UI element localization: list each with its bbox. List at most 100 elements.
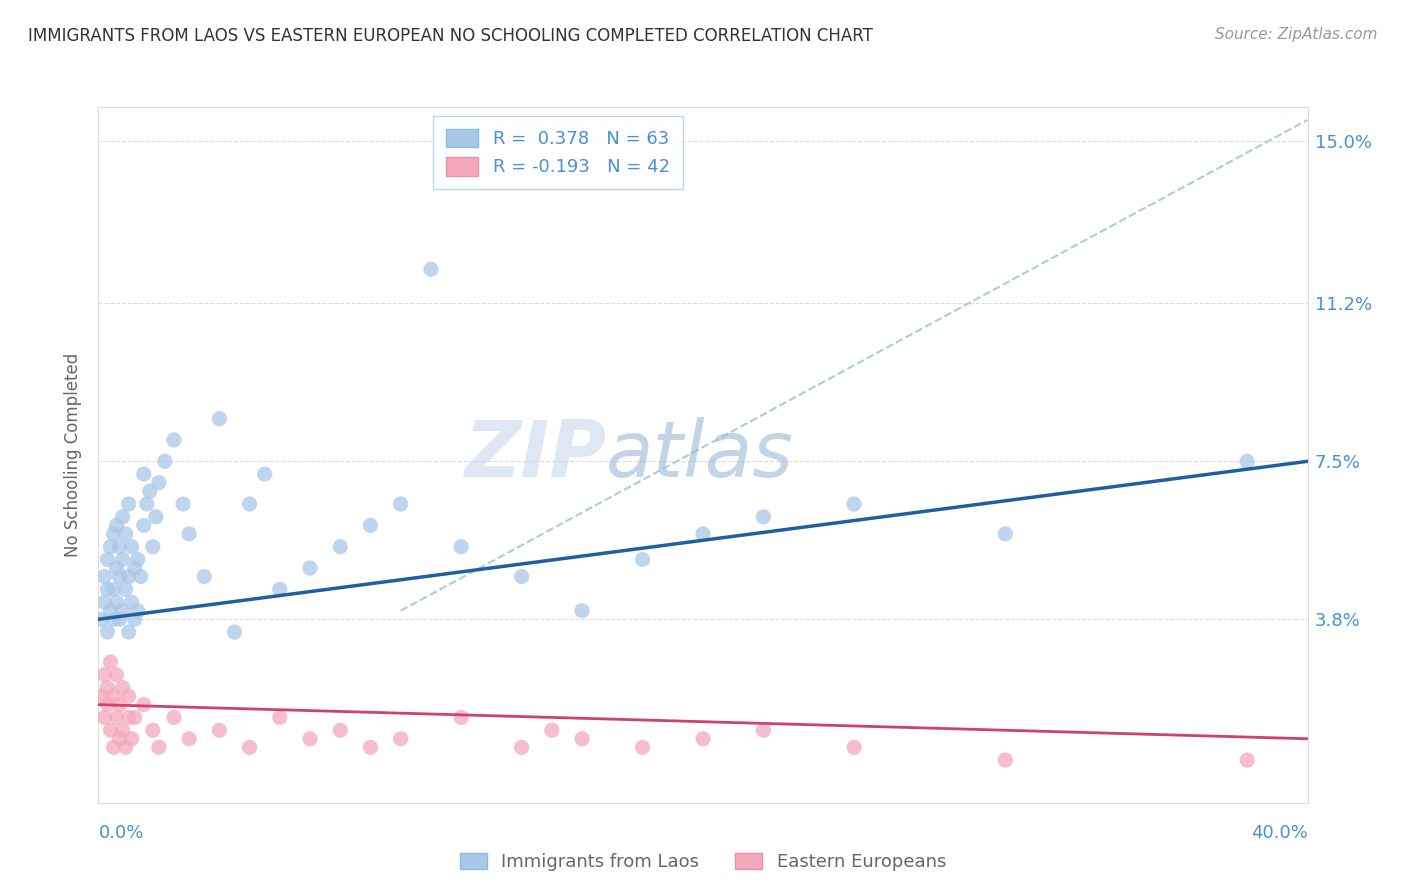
Point (172, 497, 194, 511)
Point (994, 753, 1017, 767)
Point (96, 625, 118, 640)
Point (142, 540, 165, 554)
Text: 40.0%: 40.0% (1251, 823, 1308, 842)
Point (114, 582, 136, 597)
Point (90, 612, 112, 626)
Point (93, 667, 115, 681)
Point (105, 518, 128, 533)
Point (114, 527, 136, 541)
Point (105, 710, 128, 724)
Point (118, 710, 141, 724)
Point (571, 731, 593, 746)
Point (111, 552, 134, 566)
Point (96, 681, 118, 695)
Point (105, 667, 128, 681)
Point (193, 569, 215, 583)
Point (129, 569, 152, 583)
Point (148, 475, 170, 490)
Point (103, 527, 125, 541)
Point (844, 497, 866, 511)
Point (450, 710, 472, 724)
Point (100, 723, 122, 738)
Point (540, 723, 562, 738)
Point (90, 689, 112, 703)
Point (111, 681, 134, 695)
Point (103, 740, 125, 755)
Point (135, 497, 157, 511)
Point (510, 569, 533, 583)
Point (329, 723, 352, 738)
Point (105, 595, 128, 609)
Point (269, 582, 291, 597)
Point (844, 740, 866, 755)
Point (132, 518, 155, 533)
Text: ZIP: ZIP (464, 417, 606, 493)
Point (179, 731, 201, 746)
Point (118, 497, 141, 511)
Point (253, 467, 276, 482)
Point (139, 484, 162, 499)
Point (1236, 753, 1258, 767)
Point (118, 625, 141, 640)
Point (142, 723, 165, 738)
Point (132, 698, 155, 712)
Point (360, 518, 382, 533)
Point (108, 540, 131, 554)
Point (571, 604, 593, 618)
Point (299, 731, 322, 746)
Point (631, 740, 654, 755)
Point (329, 540, 352, 554)
Point (631, 552, 654, 566)
Point (239, 497, 262, 511)
Point (132, 467, 155, 482)
Point (360, 740, 382, 755)
Point (510, 740, 533, 755)
Point (121, 595, 143, 609)
Point (179, 527, 201, 541)
Point (127, 604, 149, 618)
Point (105, 561, 128, 575)
Point (100, 604, 122, 618)
Point (127, 552, 149, 566)
Point (96, 582, 118, 597)
Point (124, 561, 146, 575)
Point (103, 689, 125, 703)
Text: atlas: atlas (606, 417, 794, 493)
Point (108, 731, 131, 746)
Point (118, 689, 141, 703)
Point (108, 698, 131, 712)
Point (124, 710, 146, 724)
Point (148, 740, 170, 755)
Point (111, 604, 134, 618)
Point (420, 262, 443, 277)
Point (224, 625, 246, 640)
Point (103, 612, 125, 626)
Point (96, 552, 118, 566)
Point (994, 527, 1017, 541)
Text: 0.0%: 0.0% (98, 823, 143, 842)
Point (93, 595, 115, 609)
Point (118, 569, 141, 583)
Point (692, 527, 714, 541)
Point (153, 454, 176, 468)
Point (108, 569, 131, 583)
Text: Source: ZipAtlas.com: Source: ZipAtlas.com (1215, 27, 1378, 42)
Legend: R =  0.378   N = 63, R = -0.193   N = 42: R = 0.378 N = 63, R = -0.193 N = 42 (433, 116, 682, 189)
Point (299, 561, 322, 575)
Point (111, 723, 134, 738)
Point (108, 612, 131, 626)
Point (163, 710, 186, 724)
Point (93, 569, 115, 583)
Point (163, 433, 186, 447)
Point (93, 710, 115, 724)
Point (114, 740, 136, 755)
Point (752, 723, 775, 738)
Point (103, 582, 125, 597)
Point (100, 540, 122, 554)
Point (1236, 454, 1258, 468)
Point (692, 731, 714, 746)
Point (111, 509, 134, 524)
Point (752, 509, 775, 524)
Point (124, 612, 146, 626)
Point (239, 740, 262, 755)
